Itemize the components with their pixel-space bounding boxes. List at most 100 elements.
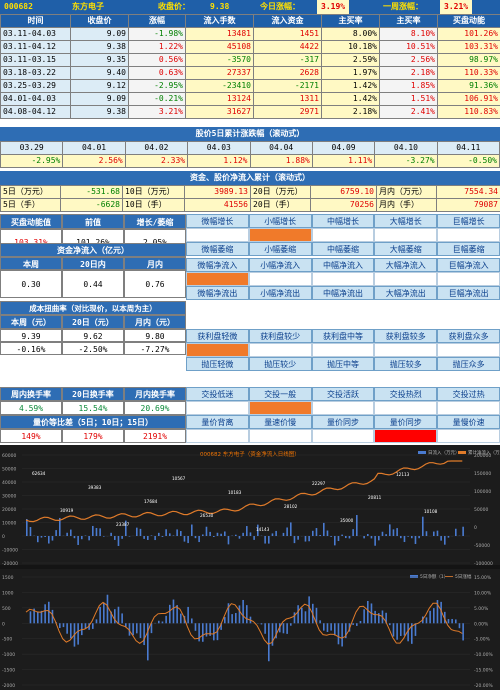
chart2-bar (459, 623, 461, 628)
chart2-left-tick: -1500 (2, 668, 15, 674)
chart2-bar (400, 623, 402, 636)
chart1-bar (176, 529, 178, 536)
daily-values-row: -2.95%2.56%2.33%1.12%1.88%1.11%-3.27%-0.… (1, 155, 500, 168)
chart1-bar (253, 536, 255, 540)
signal-slot (312, 228, 375, 242)
signal-tag: 中幅增长 (312, 214, 375, 228)
chart2-bar (165, 616, 167, 623)
netflow-tags: 微幅净流入小幅净流入中幅净流入大幅净流入巨幅净流入微幅净流出小幅净流出中幅净流出… (186, 258, 500, 300)
chart1-bar (158, 533, 160, 536)
stock-name: 东方电子 (72, 0, 104, 14)
chart2-bar (187, 607, 189, 623)
momentum-prev-label: 前值 (62, 214, 124, 229)
flow-value: -6628 (61, 199, 123, 212)
table-cell: 0.63% (129, 67, 186, 80)
chart2-bar (319, 620, 321, 623)
chart1-bar (323, 523, 325, 536)
chart1-bar (319, 535, 321, 536)
table-cell: 03.11-04.12 (1, 41, 71, 54)
volprice-tags: 量价背离量速价慢量价同步量价同步量慢价速 (186, 415, 500, 443)
chart2-right-tick: 10.00% (474, 590, 492, 596)
netflow-20d-value: 0.44 (62, 270, 124, 298)
chart2-bar (158, 621, 160, 624)
table-cell: 03.25-03.29 (1, 80, 71, 93)
chart1-bar (349, 536, 351, 538)
chart2-bar (334, 623, 336, 635)
chart1-bar (290, 522, 292, 536)
signal-slot (249, 429, 312, 443)
chart2-bar (235, 613, 237, 623)
chart1-bar (37, 536, 39, 542)
signal-slot (312, 343, 375, 357)
chart1-data-label: 17684 (144, 499, 158, 504)
netflow-section: 资金净流入（亿元） 本周 20日内 月内 0.30 0.44 0.76 (0, 243, 186, 301)
chart1-bar (415, 536, 417, 544)
chart2-bar (396, 623, 398, 639)
chart1-bar (283, 533, 285, 536)
signal-tag: 获利盘较多 (374, 329, 437, 343)
chart1-bar (382, 532, 384, 536)
signal-slot (374, 401, 437, 415)
table-cell: -0.21% (129, 93, 186, 106)
chart1-bar (77, 536, 79, 545)
chart1-bar (411, 536, 413, 538)
table-cell: 110.33% (438, 67, 500, 80)
turnover-section: 周内换手率 20日换手率 月内换手率 4.59% 15.54% 20.69% (0, 387, 186, 415)
chart2-bar (404, 623, 406, 635)
signal-highlight (186, 343, 249, 357)
chart2-bar (268, 623, 270, 661)
chart2-bar (393, 623, 395, 636)
daily-date: 04.03 (188, 142, 250, 155)
chart1-bar (341, 535, 343, 536)
table-cell: -3570 (186, 54, 254, 67)
chart2-bar (264, 623, 266, 633)
signal-tag: 微幅净流入 (186, 258, 249, 272)
chart1-bar (330, 536, 332, 537)
charts-panel: 000682 东方电子（资金净流入日线图）日流入（万元）累计净流入（万元）600… (0, 445, 500, 690)
signal-tag: 量速价慢 (249, 415, 312, 429)
table-cell: 2.18% (380, 67, 438, 80)
signal-tag: 量慢价速 (437, 415, 500, 429)
chart1-bar (455, 529, 457, 536)
table-cell: 1311 (254, 93, 322, 106)
table-cell: 8.10% (380, 28, 438, 41)
turnover-week-value: 4.59% (0, 401, 62, 415)
daily-date: 04.01 (63, 142, 125, 155)
chart1-bar (440, 536, 442, 541)
close-value: 9.38 (210, 0, 229, 14)
chart1-bar (180, 531, 182, 536)
chart1-data-label: 10108 (424, 509, 438, 514)
chart2-bar (169, 605, 171, 623)
volprice-section: 量价等比差（5日；10日；15日） 149% 179% 2191% (0, 415, 186, 443)
chart1-bar (136, 528, 138, 536)
table-cell: 101.26% (438, 28, 500, 41)
signal-slot (374, 272, 437, 286)
chart2-bar (173, 600, 175, 624)
table-cell: 1.85% (380, 80, 438, 93)
chart2-bar (294, 612, 296, 623)
chart2-bar (242, 600, 244, 623)
table-cell: 04.01-04.03 (1, 93, 71, 106)
chart1-bar (235, 535, 237, 536)
table-cell: 03.11-04.03 (1, 28, 71, 41)
cost-month-rate: -7.27% (124, 342, 186, 355)
chart1-bar (327, 531, 329, 536)
chart1-left-tick: 10000 (2, 521, 16, 527)
netflow-week-value: 0.30 (0, 270, 62, 298)
chart2-left-tick: 1000 (2, 590, 14, 596)
signal-highlight (374, 429, 437, 443)
volprice-title: 量价等比差（5日；10日；15日） (0, 415, 186, 429)
signal-tag: 巨幅萎缩 (437, 242, 500, 256)
chart2-bar (341, 623, 343, 646)
chart1-bar (154, 536, 156, 540)
chart1-bar (404, 536, 406, 542)
flow-value: 3989.13 (185, 186, 251, 199)
chart2-bar (162, 622, 164, 624)
table-cell: -23410 (186, 80, 254, 93)
chart1-bar (264, 536, 266, 544)
chart1-bar (444, 536, 446, 545)
